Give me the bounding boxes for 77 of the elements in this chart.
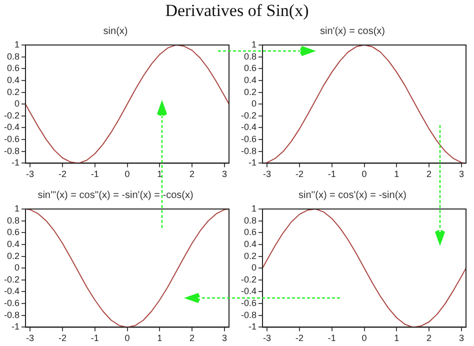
x-tick-label: 2 <box>190 333 195 344</box>
y-tick-label: -0.8 <box>240 146 257 156</box>
y-tick-label: -0.2 <box>4 110 20 120</box>
y-tick-label: -0.4 <box>4 122 20 132</box>
x-tick-label: 1 <box>394 333 400 344</box>
x-tick-label: -1 <box>328 333 336 344</box>
x-tick-label: -3 <box>26 333 34 344</box>
x-tick-label: -1 <box>90 333 99 344</box>
x-tick-label: 0 <box>362 333 367 344</box>
y-tick-label: 1 <box>14 39 20 50</box>
y-tick-label: -0.2 <box>240 274 257 284</box>
x-tick-label: -1 <box>328 169 336 180</box>
x-tick-label: -3 <box>263 333 272 344</box>
y-tick-label: -0.4 <box>240 122 257 132</box>
chart-title: sin(x) <box>103 26 128 37</box>
y-tick-label: -0.4 <box>240 286 257 296</box>
y-tick-label: 0.8 <box>244 215 257 226</box>
x-tick-label: 3 <box>222 333 227 344</box>
y-tick-label: -0.8 <box>4 310 20 320</box>
y-tick-label: 0.8 <box>6 215 20 226</box>
y-tick-label: 0.2 <box>244 86 257 97</box>
y-tick-label: -0.6 <box>4 298 20 308</box>
text: Derivatives of Sin(x) <box>164 0 310 22</box>
y-tick-label: 1 <box>14 203 20 214</box>
y-tick-label: 0.8 <box>6 51 20 62</box>
x-tick-label: -2 <box>295 169 304 180</box>
x-tick-label: -2 <box>58 333 66 344</box>
x-tick-label: 0 <box>124 333 130 344</box>
x-tick-label: 2 <box>190 169 195 180</box>
y-tick-label: 0 <box>14 98 20 109</box>
chart-title: sin'''(x) = cos''(x) = -sin'(x) = -cos(x) <box>38 190 194 201</box>
y-tick-label: -0.6 <box>4 134 20 144</box>
x-tick-label: 2 <box>426 169 432 180</box>
y-tick-label: -0.8 <box>240 310 257 320</box>
y-tick-label: 0.4 <box>6 74 20 85</box>
x-tick-label: 1 <box>157 169 162 180</box>
x-tick-label: -3 <box>26 169 34 180</box>
y-tick-label: 0.6 <box>244 63 257 74</box>
x-tick-label: 2 <box>426 333 432 344</box>
y-tick-label: 0.2 <box>6 250 20 261</box>
y-tick-label: 1 <box>251 203 257 214</box>
y-tick-label: 0.4 <box>244 74 257 85</box>
y-tick-label: 0.6 <box>6 63 20 74</box>
y-tick-label: -1 <box>248 158 257 168</box>
chart-title: sin''(x) = cos'(x) = -sin(x) <box>298 190 406 201</box>
y-tick-label: -0.6 <box>240 298 257 308</box>
y-tick-label: -1 <box>11 158 20 168</box>
y-tick-label: 1 <box>251 39 257 50</box>
x-tick-label: -1 <box>90 169 99 180</box>
chart-title: sin'(x) = cos(x) <box>320 26 385 37</box>
y-tick-label: -1 <box>248 322 257 332</box>
y-tick-label: -0.4 <box>4 286 20 296</box>
x-tick-label: 1 <box>157 333 162 344</box>
x-tick-label: 3 <box>458 169 464 180</box>
y-tick-label: -1 <box>11 322 20 332</box>
x-tick-label: 1 <box>394 169 400 180</box>
y-tick-label: -0.2 <box>4 274 20 284</box>
y-tick-label: -0.8 <box>4 146 20 156</box>
x-tick-label: 3 <box>458 333 464 344</box>
x-tick-label: 3 <box>222 169 227 180</box>
y-tick-label: -0.2 <box>240 110 257 120</box>
y-tick-label: 0 <box>251 262 257 273</box>
x-tick-label: -2 <box>58 169 66 180</box>
y-tick-label: 0.6 <box>6 227 20 238</box>
y-tick-label: -0.6 <box>240 134 257 144</box>
y-tick-label: 0 <box>14 262 20 273</box>
y-tick-label: 0 <box>251 98 257 109</box>
x-tick-label: 0 <box>362 169 367 180</box>
y-tick-label: 0.4 <box>244 238 257 249</box>
y-tick-label: 0.6 <box>244 227 257 238</box>
x-tick-label: 0 <box>124 169 130 180</box>
x-tick-label: -3 <box>263 169 272 180</box>
y-tick-label: 0.2 <box>244 250 257 261</box>
y-tick-label: 0.2 <box>6 86 20 97</box>
y-tick-label: 0.8 <box>244 51 257 62</box>
y-tick-label: 0.4 <box>6 238 20 249</box>
x-tick-label: -2 <box>295 333 304 344</box>
